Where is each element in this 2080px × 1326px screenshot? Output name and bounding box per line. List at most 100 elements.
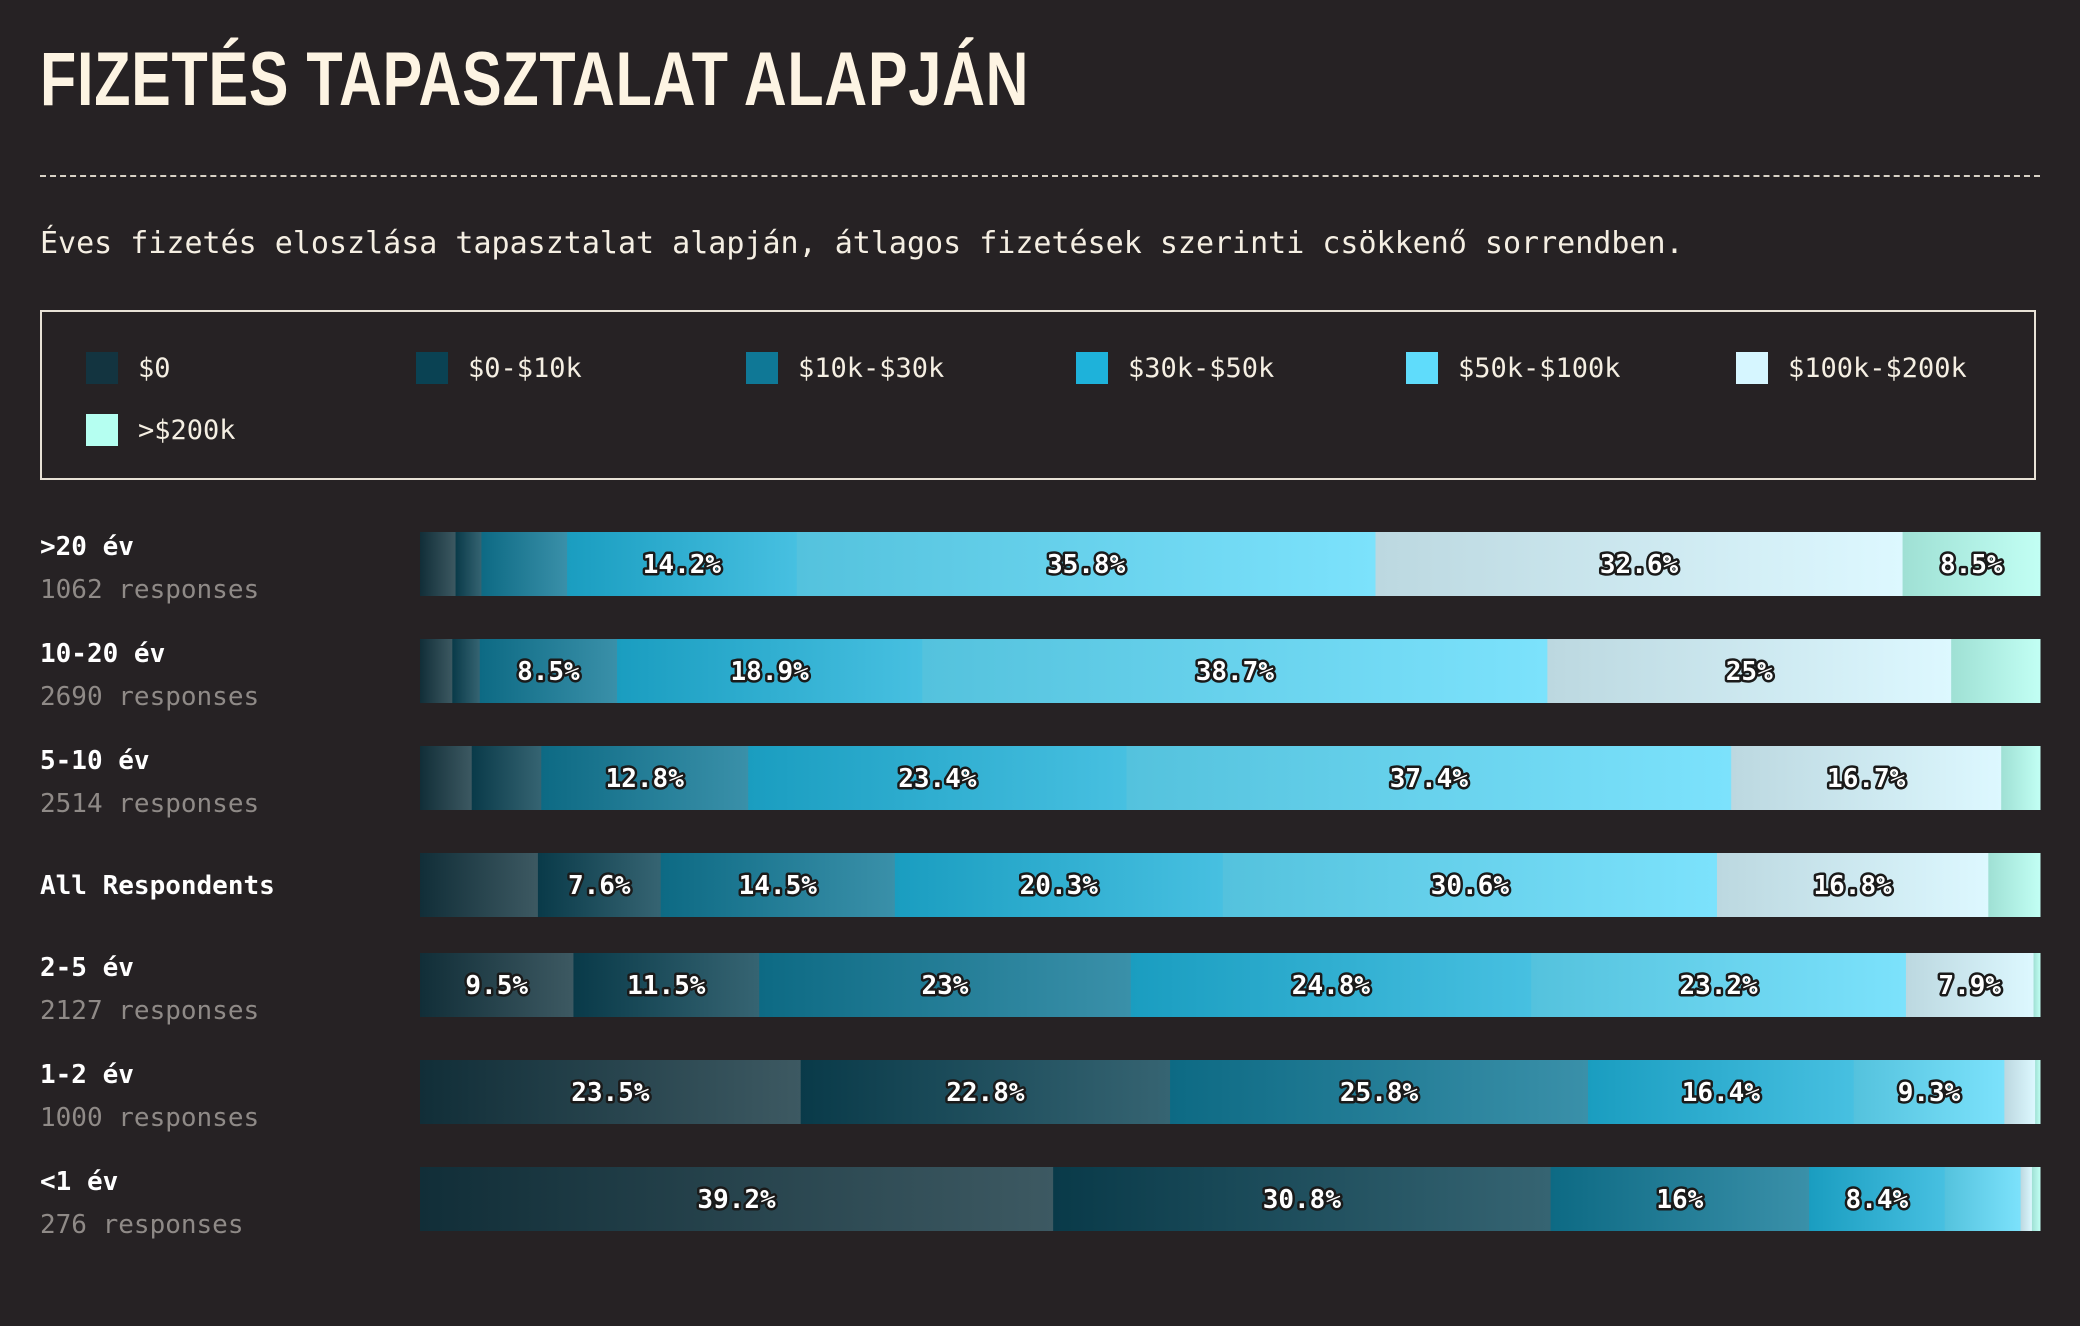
bar-segment — [1375, 532, 1904, 596]
segment-label: 24.8% — [1292, 971, 1371, 1001]
segment-label: 22.8% — [946, 1078, 1025, 1108]
segment-label: 39.2% — [697, 1185, 776, 1215]
segment-label: 38.7% — [1196, 657, 1275, 687]
legend-swatch — [746, 352, 778, 384]
bar-segment — [420, 853, 539, 917]
row-label: All Respondents — [40, 871, 275, 901]
row-label: 5-10 év — [40, 746, 150, 776]
bar-segment — [1944, 1167, 2022, 1231]
bar-segment — [537, 853, 662, 917]
legend-swatch — [1406, 352, 1438, 384]
bar-segment — [420, 953, 574, 1017]
bar-segment — [1170, 1060, 1589, 1124]
bar-segment — [2035, 1060, 2041, 1124]
segment-label: 32.6% — [1600, 550, 1679, 580]
page-subtitle: Éves fizetés eloszlása tapasztalat alapj… — [40, 226, 1684, 261]
legend-label: >$200k — [138, 414, 236, 446]
bar-segment — [800, 1060, 1171, 1124]
bar-segment — [471, 746, 542, 810]
legend-label: $0 — [138, 352, 171, 384]
segment-label: 7.6% — [568, 871, 631, 901]
legend-item: $30k-$50k — [1076, 352, 1274, 384]
row-label: 10-20 év — [40, 639, 166, 669]
bar-segment — [2004, 1060, 2036, 1124]
bar-segment — [1550, 1167, 1810, 1231]
row-responses: 2514 responses — [40, 789, 260, 819]
bar-segment — [1531, 953, 1907, 1017]
bar-segment — [922, 639, 1548, 703]
divider — [40, 175, 2040, 177]
page-title: FIZETÉS TAPASZTALAT ALAPJÁN — [40, 37, 1030, 122]
row-label: 2-5 év — [40, 953, 134, 983]
bar-segment — [894, 853, 1224, 917]
bar-segment — [1853, 1060, 2005, 1124]
bar-segment — [567, 532, 798, 596]
segment-label: 16.8% — [1813, 871, 1892, 901]
segment-label: 25% — [1726, 657, 1773, 687]
segment-label: 23.4% — [898, 764, 977, 794]
segment-label: 18.9% — [731, 657, 810, 687]
legend: $0 $0-$10k $10k-$30k $30k-$50k $50k-$100… — [40, 310, 2036, 480]
segment-label: 30.6% — [1431, 871, 1510, 901]
bar-segment — [1222, 853, 1718, 917]
bar-segment — [759, 953, 1132, 1017]
bar-segment — [420, 746, 473, 810]
legend-swatch — [1736, 352, 1768, 384]
bar-segment — [1731, 746, 2002, 810]
row-label: 1-2 év — [40, 1060, 134, 1090]
bar-segment — [1130, 953, 1532, 1017]
bar-segment — [617, 639, 923, 703]
legend-swatch — [416, 352, 448, 384]
bar-segment — [1902, 532, 2041, 596]
legend-item: $10k-$30k — [746, 352, 944, 384]
legend-swatch — [86, 352, 118, 384]
bar-segment — [796, 532, 1377, 596]
row-responses: 1062 responses — [40, 575, 260, 605]
row-label: >20 év — [40, 532, 134, 562]
segment-label: 16.4% — [1682, 1078, 1761, 1108]
segment-label: 12.8% — [606, 764, 685, 794]
segment-label: 30.8% — [1263, 1185, 1342, 1215]
bar-segment — [420, 1060, 802, 1124]
segment-label: 11.5% — [627, 971, 706, 1001]
legend-item: $0-$10k — [416, 352, 582, 384]
segment-label: 35.8% — [1047, 550, 1126, 580]
legend-item: $50k-$100k — [1406, 352, 1621, 384]
row-responses: 1000 responses — [40, 1103, 260, 1133]
bar-segment — [2001, 746, 2041, 810]
bar-segment — [1988, 853, 2041, 917]
bar-segment — [541, 746, 749, 810]
bar-segment — [481, 532, 568, 596]
bar-segment — [2020, 1167, 2033, 1231]
legend-item: $100k-$200k — [1736, 352, 1967, 384]
segment-label: 16.7% — [1827, 764, 1906, 794]
bar-segment — [1588, 1060, 1855, 1124]
legend-swatch — [1076, 352, 1108, 384]
bar-segment — [660, 853, 896, 917]
segment-label: 23% — [921, 971, 968, 1001]
bar-segment — [420, 639, 453, 703]
segment-label: 8.5% — [1940, 550, 2003, 580]
legend-label: $0-$10k — [468, 352, 582, 384]
legend-label: $50k-$100k — [1458, 352, 1621, 384]
segment-label: 9.3% — [1898, 1078, 1961, 1108]
segment-label: 14.2% — [643, 550, 722, 580]
segment-label: 7.9% — [1938, 971, 2001, 1001]
row-responses: 2127 responses — [40, 996, 260, 1026]
segment-label: 16% — [1656, 1185, 1703, 1215]
bar-segment — [573, 953, 760, 1017]
segment-label: 37.4% — [1390, 764, 1469, 794]
legend-label: $30k-$50k — [1128, 352, 1275, 384]
bar-segment — [420, 1167, 1054, 1231]
segment-label: 9.5% — [465, 971, 528, 1001]
bar-segment — [2031, 1167, 2041, 1231]
legend-item: $0 — [86, 352, 171, 384]
row-responses: 276 responses — [40, 1210, 244, 1240]
row-label: <1 év — [40, 1167, 119, 1197]
segment-label: 23.2% — [1679, 971, 1758, 1001]
bar-segment — [1126, 746, 1732, 810]
bar-segment — [1951, 639, 2041, 703]
bar-segment — [1053, 1167, 1552, 1231]
bar-segment — [452, 639, 481, 703]
segment-label: 8.4% — [1846, 1185, 1909, 1215]
